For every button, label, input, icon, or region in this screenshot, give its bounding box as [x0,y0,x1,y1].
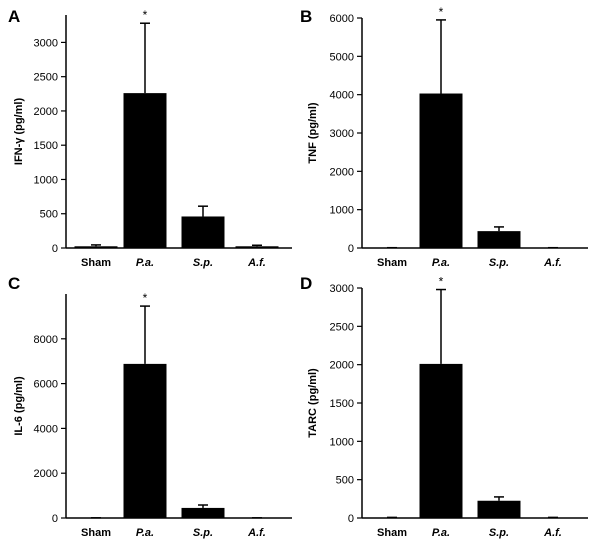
panel-a: A IFN-γ (pg/ml) 0 500 1000 1500 2000 2500 3000 Sh… [8,7,292,269]
bar-pa [419,363,463,518]
x-tick-label: A.f. [247,527,266,539]
y-tick-label: 6000 [34,379,58,391]
y-axis-title: TARC (pg/ml) [307,368,319,438]
x-tick-label: S.p. [193,527,213,539]
bar-sham [74,246,118,248]
significance-marker: * [143,8,148,22]
y-tick-label: 6000 [330,13,354,25]
y-tick-label: 1000 [330,205,354,217]
x-tick-label: A.f. [247,257,266,269]
y-tick-label: 2000 [330,360,354,372]
x-tick-label: S.p. [193,257,213,269]
y-tick-label: 1000 [330,436,354,448]
bar-sp [477,500,521,518]
y-tick-label: 0 [348,513,354,525]
y-tick-label: 1500 [34,140,58,152]
y-tick-label: 3000 [330,283,354,295]
y-axis-title: TNF (pg/ml) [307,102,319,163]
x-tick-label: Sham [377,257,407,269]
y-tick-label: 3000 [330,128,354,140]
y-tick-label: 3000 [34,37,58,49]
y-tick-label: 0 [348,243,354,255]
significance-marker: * [439,5,444,19]
y-tick-label: 4000 [34,423,58,435]
bar-sp [181,507,225,518]
y-tick-label: 2000 [34,468,58,480]
y-tick-label: 4000 [330,90,354,102]
panel-letter: C [8,274,20,293]
bar-sp [477,231,521,248]
significance-marker: * [439,275,444,289]
y-tick-label: 0 [52,243,58,255]
bar-pa [123,93,167,248]
x-tick-label: P.a. [432,527,450,539]
x-tick-label: P.a. [136,257,154,269]
x-tick-label: A.f. [543,257,562,269]
x-tick-label: P.a. [432,257,450,269]
y-tick-label: 8000 [34,334,58,346]
x-tick-label: A.f. [543,527,562,539]
y-tick-label: 2500 [34,72,58,84]
panel-d: D TARC (pg/ml) 0 500 1000 1500 2000 2500 3000 Sha… [300,274,588,539]
y-tick-label: 1000 [34,174,58,186]
panel-c: C IL-6 (pg/ml) 0 2000 4000 6000 8000 Sham * P.a. S… [8,274,292,539]
y-tick-label: 5000 [330,51,354,63]
y-tick-label: 2000 [34,106,58,118]
bar-pa [123,363,167,518]
x-tick-label: Sham [377,527,407,539]
y-tick-label: 1500 [330,398,354,410]
panel-b: B TNF (pg/ml) 0 1000 2000 3000 4000 5000 6000 Sha… [300,5,588,269]
y-tick-label: 2000 [330,166,354,178]
y-axis-title: IFN-γ (pg/ml) [13,98,25,166]
bar-af [235,246,279,248]
y-tick-label: 500 [336,475,354,487]
x-tick-label: S.p. [489,257,509,269]
x-tick-label: Sham [81,527,111,539]
y-tick-label: 0 [52,513,58,525]
y-axis-title: IL-6 (pg/ml) [13,376,25,436]
y-tick-label: 500 [40,209,58,221]
y-tick-label: 2500 [330,321,354,333]
x-tick-label: Sham [81,257,111,269]
significance-marker: * [143,291,148,305]
panel-letter: B [300,7,312,26]
x-tick-label: S.p. [489,527,509,539]
bar-pa [419,93,463,249]
panel-letter: D [300,274,312,293]
x-tick-label: P.a. [136,527,154,539]
panel-letter: A [8,7,20,26]
bar-sp [181,216,225,248]
